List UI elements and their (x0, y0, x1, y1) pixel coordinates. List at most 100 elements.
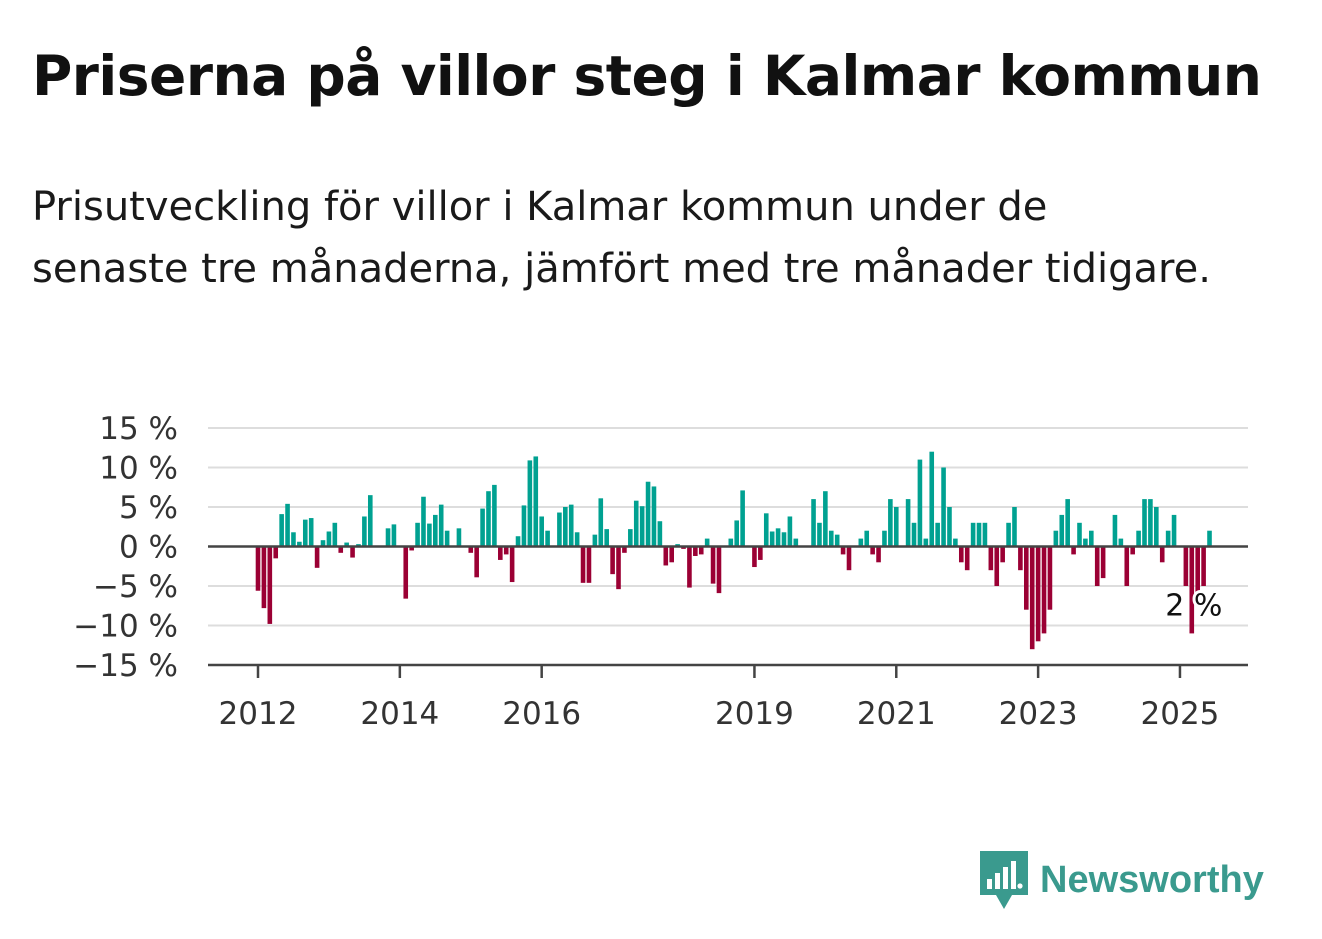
bar (964, 546, 970, 571)
bar (332, 522, 338, 547)
chart-title: Priserna på villor steg i Kalmar kommun (32, 44, 1262, 108)
bar (1083, 538, 1088, 547)
bar (586, 546, 592, 583)
bar (1018, 546, 1023, 571)
bar (486, 491, 491, 547)
bar (1006, 522, 1011, 547)
bar (1136, 530, 1141, 547)
bar (728, 538, 734, 547)
bar (1142, 499, 1147, 547)
bar (858, 538, 864, 547)
bar (1165, 530, 1171, 547)
bar (687, 546, 692, 588)
bar (297, 541, 302, 547)
bar (1047, 546, 1053, 610)
bar (1112, 514, 1118, 547)
bar (1077, 522, 1082, 547)
bar (421, 496, 426, 547)
bar (308, 518, 314, 547)
bar (539, 516, 544, 547)
bar (427, 523, 432, 547)
bar (362, 516, 367, 547)
bar (1195, 546, 1200, 602)
bar (1148, 499, 1153, 547)
bar (1024, 546, 1029, 610)
bar (326, 531, 332, 547)
bar (793, 538, 799, 547)
x-axis-ticks: 2012 2014 2016 2019 2021 2023 2025 (219, 665, 1219, 732)
bar (1035, 546, 1041, 642)
y-tick-label: −15 % (73, 648, 178, 684)
bar (1154, 507, 1159, 547)
bar (758, 546, 763, 560)
bar (994, 546, 1000, 586)
y-tick-label: −5 % (93, 569, 178, 605)
bar (474, 546, 479, 578)
x-tick-label: 2023 (999, 696, 1078, 732)
bar (403, 546, 409, 599)
bar (935, 522, 940, 547)
bar (941, 467, 946, 547)
bar (503, 546, 509, 555)
bar (338, 546, 344, 553)
bar (1124, 546, 1130, 586)
bar (622, 546, 627, 553)
bar (302, 519, 308, 547)
bar (970, 522, 976, 547)
bar (1000, 546, 1005, 563)
bar (628, 529, 633, 547)
bar (1159, 546, 1165, 563)
bar (834, 534, 840, 547)
bar (492, 484, 497, 547)
bar (917, 459, 923, 547)
x-tick-label: 2016 (502, 696, 581, 732)
bar (1094, 546, 1100, 586)
bar (320, 540, 326, 547)
bar (533, 456, 539, 547)
bar (568, 504, 574, 547)
bar (1041, 546, 1047, 634)
bar (710, 546, 716, 584)
bar (976, 522, 982, 547)
bar (456, 528, 462, 547)
bar (763, 513, 769, 547)
bar (817, 522, 822, 547)
bar (444, 530, 450, 547)
bar (911, 522, 917, 547)
bar (480, 508, 485, 547)
bar (1012, 507, 1017, 547)
bar-series (255, 451, 1212, 650)
bar (882, 530, 887, 547)
bar (947, 507, 952, 547)
bar (1207, 530, 1212, 547)
bar (1183, 546, 1189, 586)
bar (982, 522, 988, 547)
bar (498, 546, 503, 560)
bar (344, 542, 349, 547)
bar (433, 514, 438, 547)
bar (657, 521, 663, 547)
y-tick-label: −10 % (73, 609, 178, 645)
bar (273, 546, 279, 559)
bar (734, 520, 740, 547)
bar (864, 530, 870, 547)
bar (350, 546, 355, 558)
bar (285, 503, 290, 547)
y-tick-label: 10 % (99, 451, 178, 487)
bar (616, 546, 621, 590)
bar (267, 546, 273, 624)
bar (385, 528, 391, 547)
bar (893, 507, 899, 547)
bar (1130, 546, 1135, 555)
bar (1100, 546, 1106, 579)
bar (704, 538, 710, 547)
x-tick-label: 2014 (360, 696, 439, 732)
bar (610, 546, 615, 575)
bar (509, 546, 515, 583)
bar (468, 546, 474, 553)
bar (1189, 546, 1195, 634)
bar (1171, 514, 1177, 547)
chart-subtitle: Prisutveckling för villor i Kalmar kommu… (32, 184, 1211, 292)
bar (557, 512, 562, 547)
bar (1201, 546, 1206, 586)
